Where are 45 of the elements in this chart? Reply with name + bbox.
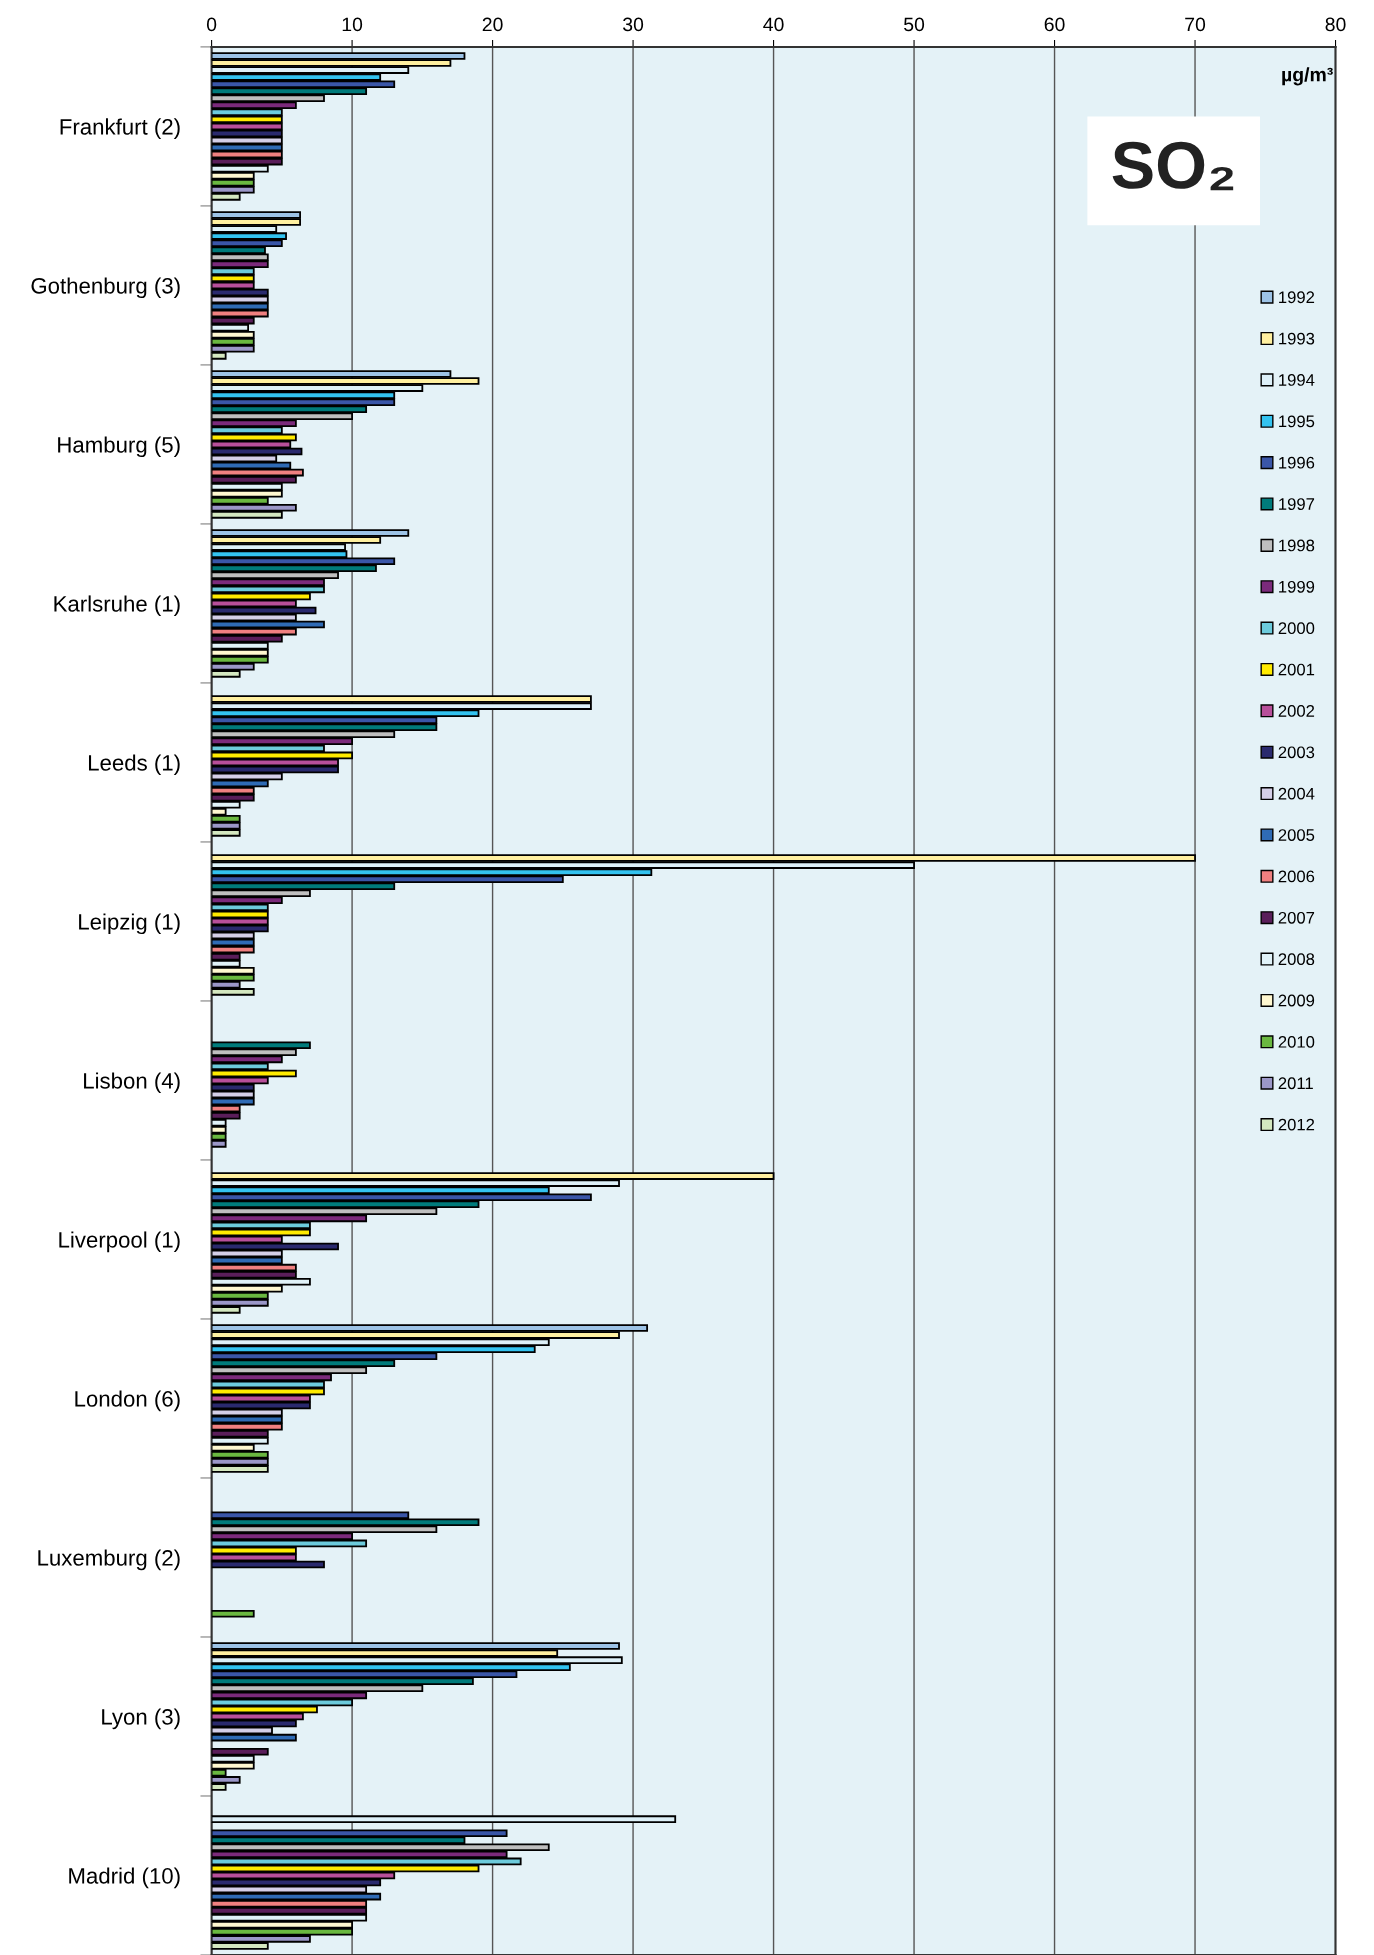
y-tick-label: Liverpool (1) <box>59 1231 180 1253</box>
legend-label: 2007 <box>1278 911 1315 924</box>
legend-label: 1994 <box>1279 374 1315 386</box>
legend-label: 1995 <box>1279 415 1315 428</box>
legend-label: 2012 <box>1278 1118 1315 1131</box>
legend-label: 1998 <box>1279 539 1315 552</box>
x-tick-label: 0 <box>206 17 217 32</box>
x-tick-label: 50 <box>904 17 925 32</box>
legend-label: 1992 <box>1279 291 1315 304</box>
legend-label: 2009 <box>1278 994 1315 1007</box>
legend-label: 2002 <box>1278 705 1315 717</box>
legend-label: 1993 <box>1279 332 1315 345</box>
legend-label: 1996 <box>1279 456 1315 469</box>
y-tick-label: Gothenburg (3) <box>31 277 180 299</box>
bar <box>211 1610 255 1618</box>
x-tick-label: 80 <box>1325 17 1346 32</box>
y-tick-label: Luxemburg (2) <box>38 1549 180 1571</box>
x-tick-label: 40 <box>763 17 784 32</box>
legend-label: 1997 <box>1279 498 1315 510</box>
y-tick-label: Leipzig (1) <box>79 913 180 935</box>
legend-label: 2008 <box>1278 953 1315 966</box>
legend-label: 2010 <box>1278 1035 1315 1048</box>
legend-label: 2003 <box>1278 746 1315 759</box>
legend-label: 2011 <box>1278 1077 1313 1090</box>
y-tick-label: Karlsruhe (1) <box>54 595 180 617</box>
legend-label: 2004 <box>1278 787 1315 800</box>
legend-label: 2000 <box>1278 622 1315 635</box>
x-tick-label: 30 <box>623 17 644 32</box>
x-tick-label: 60 <box>1044 17 1065 32</box>
y-tick-label: Leeds (1) <box>88 754 180 776</box>
x-tick-label: 20 <box>482 17 503 32</box>
x-tick-label: 10 <box>342 17 363 32</box>
y-tick-label: London (6) <box>75 1390 180 1412</box>
legend-label: 2005 <box>1278 829 1315 841</box>
y-tick-label: Frankfurt (2) <box>60 118 180 140</box>
y-tick-label: Madrid (10) <box>69 1867 180 1889</box>
legend-label: 1999 <box>1279 580 1315 593</box>
x-axis-title: µg/m³ <box>1282 67 1333 86</box>
legend-label: 2001 <box>1278 663 1315 676</box>
y-tick-label: Lisbon (4) <box>84 1072 180 1094</box>
text: SO₂ <box>1112 141 1234 191</box>
legend-label: 2006 <box>1278 870 1315 883</box>
y-tick-label: Hamburg (5) <box>58 436 180 458</box>
y-tick-label: Lyon (3) <box>102 1708 180 1730</box>
x-tick-label: 70 <box>1185 17 1206 32</box>
